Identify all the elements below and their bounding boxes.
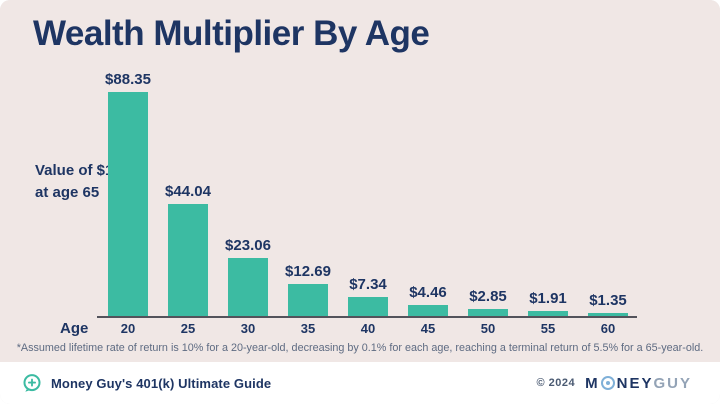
footer-left: Money Guy's 401(k) Ultimate Guide: [22, 373, 271, 393]
copyright-text: © 2024: [536, 377, 576, 389]
bar-value-label: $7.34: [349, 276, 387, 293]
brand-m: M: [585, 374, 600, 392]
bar-age-25: [168, 204, 208, 316]
x-tick-label: 50: [480, 321, 496, 336]
bar-value-label: $23.06: [225, 237, 271, 254]
footer-guide-label: Money Guy's 401(k) Ultimate Guide: [51, 375, 272, 391]
x-axis-line: [97, 316, 637, 318]
plus-speech-bubble-icon: [22, 373, 42, 393]
brand-logo: M NEY GUY: [585, 375, 692, 392]
bar-value-label: $4.46: [409, 284, 447, 301]
bar-age-20: [108, 92, 148, 316]
footnote: *Assumed lifetime rate of return is 10% …: [16, 342, 704, 354]
y-axis-label-line2: at age 65: [35, 183, 100, 201]
chart-panel: Wealth Multiplier By Age Value of $1 at …: [0, 0, 720, 362]
chart-title: Wealth Multiplier By Age: [33, 14, 430, 53]
bar-age-35: [288, 284, 328, 316]
bar-value-label: $44.04: [165, 183, 211, 200]
brand-ney: NEY: [616, 374, 654, 392]
x-tick-label: 55: [540, 321, 556, 336]
y-axis-label-line1: Value of $1: [35, 162, 114, 179]
brand-guy: GUY: [653, 374, 692, 392]
x-tick-label: 60: [600, 321, 616, 336]
bar-value-label: $1.35: [589, 292, 627, 309]
x-axis-title: Age: [60, 320, 89, 337]
footer-bar: Money Guy's 401(k) Ultimate Guide © 2024…: [0, 362, 720, 404]
bar-value-label: $12.69: [285, 263, 331, 280]
bar-age-30: [228, 258, 268, 316]
footer-right: © 2024 M NEY GUY: [537, 375, 693, 392]
bar-value-label: $2.85: [469, 288, 507, 305]
bar-age-40: [348, 297, 388, 316]
bar-age-55: [528, 311, 568, 316]
bar-value-label: $1.91: [529, 290, 567, 307]
x-tick-label: 40: [360, 321, 376, 336]
bar-age-45: [408, 305, 448, 316]
x-tick-label: 20: [120, 321, 136, 336]
bar-age-50: [468, 309, 508, 316]
brand-o-target-circle-icon: [600, 376, 615, 390]
bar-value-label: $88.35: [105, 71, 151, 88]
x-tick-label: 35: [300, 321, 316, 336]
bar-age-60: [588, 313, 628, 316]
x-tick-label: 30: [240, 321, 256, 336]
y-axis-label: Value of $1 at age 65: [35, 160, 155, 204]
x-tick-label: 25: [180, 321, 196, 336]
x-tick-label: 45: [420, 321, 436, 336]
